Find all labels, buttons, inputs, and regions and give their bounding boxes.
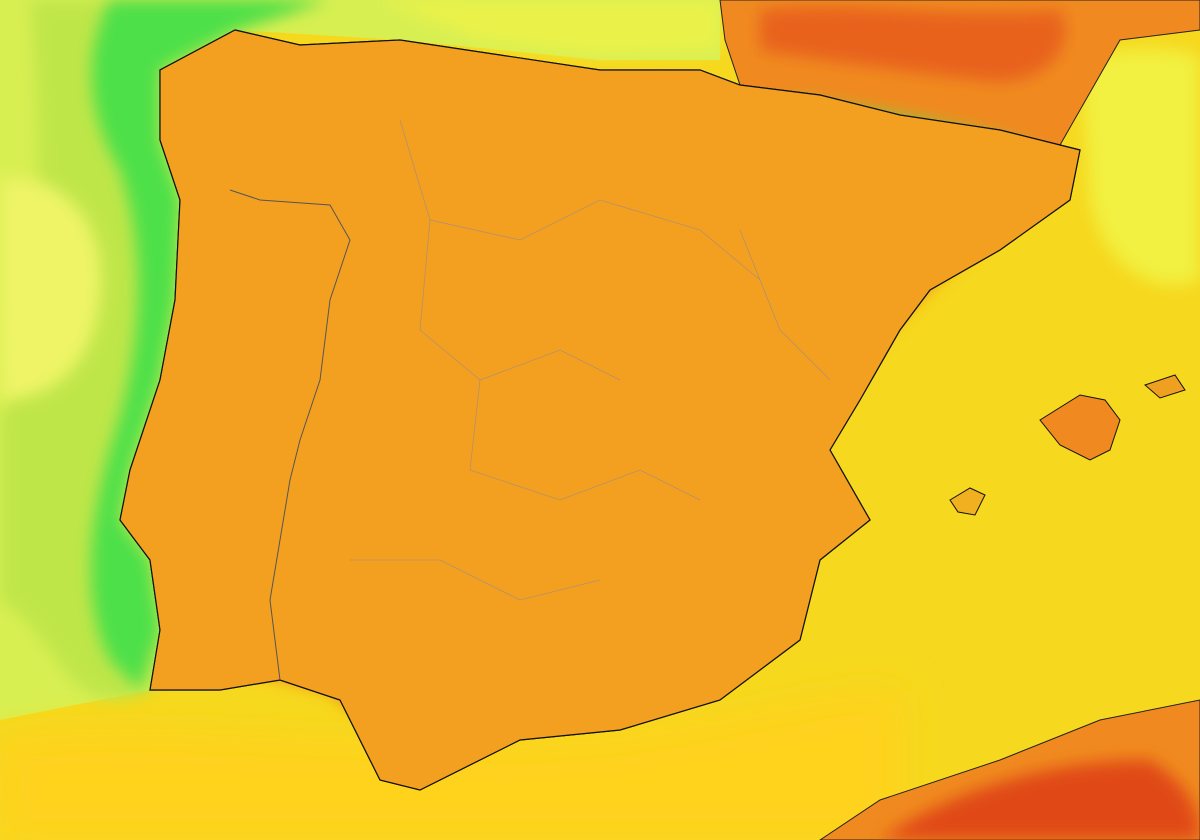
france-warm bbox=[760, 7, 1066, 82]
region-borders bbox=[350, 119, 831, 601]
ibiza bbox=[949, 487, 986, 516]
mallorca bbox=[1039, 394, 1121, 461]
coastal-cool-band bbox=[91, 0, 330, 690]
sea-patch bbox=[0, 178, 102, 400]
north-africa-warm bbox=[880, 760, 1200, 840]
gulf-lion bbox=[1080, 48, 1200, 286]
biscay bbox=[380, 0, 720, 55]
menorca bbox=[1144, 374, 1186, 399]
border bbox=[229, 189, 351, 681]
